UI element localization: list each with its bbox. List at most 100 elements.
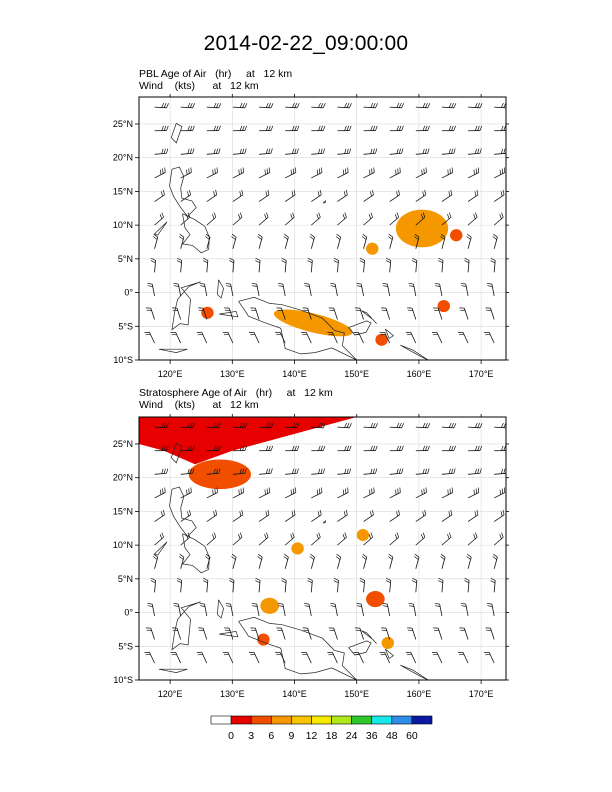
panel1-title-field: PBL Age of Air (hr) at 12 km — [139, 68, 293, 80]
wind-barb — [380, 307, 391, 320]
wind-barb — [337, 125, 352, 132]
wind-barb — [415, 167, 427, 179]
wind-barb — [196, 331, 208, 344]
wind-barb — [382, 282, 391, 297]
wind-barb — [144, 331, 155, 344]
wind-barb — [196, 651, 208, 664]
colorbar-label: 6 — [268, 730, 274, 742]
wind-barb — [408, 282, 417, 297]
wind-barb — [493, 212, 504, 226]
wind-barb — [353, 331, 364, 344]
wind-barb — [180, 532, 191, 546]
wind-barb — [232, 148, 247, 155]
wind-barb — [363, 167, 375, 179]
coastline — [217, 599, 224, 619]
wind-barb — [231, 553, 237, 569]
y-tick-label: 5°S — [118, 321, 133, 331]
wind-barb — [337, 102, 352, 109]
y-tick-label: 10°S — [113, 675, 133, 685]
wind-barb — [180, 167, 192, 179]
x-tick-label: 150°E — [344, 369, 369, 379]
wind-barb — [411, 577, 418, 593]
wind-barb — [405, 651, 417, 664]
coastline — [400, 664, 429, 680]
wind-barb — [457, 651, 469, 664]
x-tick-label: 140°E — [282, 369, 307, 379]
x-tick-label: 170°E — [469, 689, 494, 699]
colorbar-label: 48 — [386, 730, 398, 742]
wind-barb — [154, 189, 165, 202]
wind-barb — [337, 468, 352, 475]
wind-barb — [327, 651, 338, 664]
wind-barb — [307, 257, 313, 273]
plot-area — [139, 417, 506, 680]
wind-barb — [284, 167, 297, 179]
colorbar-label: 0 — [228, 730, 234, 742]
wind-barb — [363, 487, 375, 499]
wind-barb — [259, 422, 274, 429]
wind-barb — [379, 651, 391, 664]
wind-barb — [359, 577, 365, 593]
wind-barb — [389, 167, 401, 179]
wind-barb — [493, 532, 504, 546]
wind-barb — [361, 233, 368, 249]
wind-barb — [441, 532, 452, 546]
wind-barb — [459, 307, 469, 320]
wind-barb — [232, 102, 248, 109]
wind-barb — [389, 487, 401, 499]
wind-barb — [363, 212, 373, 226]
wind-barb — [199, 602, 208, 617]
wind-barb — [415, 487, 427, 499]
wind-barb — [206, 148, 221, 155]
wind-barb — [154, 445, 169, 452]
wind-barb — [494, 422, 506, 429]
wind-barb — [389, 102, 405, 109]
wind-barb — [276, 627, 286, 640]
wind-barb — [206, 422, 222, 429]
wind-barb — [307, 577, 313, 593]
wind-barb — [467, 487, 480, 499]
wind-barb — [363, 532, 373, 546]
wind-barb — [457, 331, 469, 344]
wind-barb — [337, 509, 348, 522]
age-region — [188, 459, 251, 490]
wind-barb — [222, 331, 234, 344]
wind-barb — [468, 468, 482, 475]
wind-barb — [415, 148, 430, 155]
wind-barb — [154, 422, 169, 429]
x-tick-label: 130°E — [220, 369, 245, 379]
wind-barb — [434, 602, 443, 617]
wind-barb — [301, 331, 312, 344]
wind-barb — [285, 445, 300, 452]
wind-barb — [224, 627, 234, 640]
wind-barb — [361, 553, 368, 569]
wind-barb — [389, 212, 400, 226]
wind-barb — [225, 282, 234, 297]
colorbar-swatch — [371, 715, 393, 725]
wind-barb — [198, 627, 208, 640]
wind-barb — [385, 577, 392, 593]
wind-barb — [206, 189, 218, 202]
coastline — [153, 221, 168, 236]
wind-barb — [173, 282, 182, 297]
wind-barb — [468, 148, 482, 155]
wind-barb — [224, 307, 234, 320]
wind-barb — [356, 282, 364, 297]
age-region — [139, 417, 357, 465]
wind-barb — [389, 189, 400, 202]
age-region — [273, 309, 353, 337]
wind-barb — [180, 445, 195, 452]
wind-barb — [441, 167, 453, 179]
wind-barb — [251, 282, 260, 297]
wind-barb — [173, 602, 182, 617]
coastline — [348, 320, 372, 336]
wind-barb — [363, 422, 378, 429]
age-region — [366, 590, 385, 608]
wind-barb — [441, 445, 456, 452]
wind-barb — [438, 577, 444, 593]
wind-barb — [284, 212, 295, 226]
wind-barb — [206, 487, 218, 499]
wind-barb — [388, 553, 394, 569]
wind-barb — [150, 257, 156, 273]
wind-barb — [285, 468, 299, 475]
